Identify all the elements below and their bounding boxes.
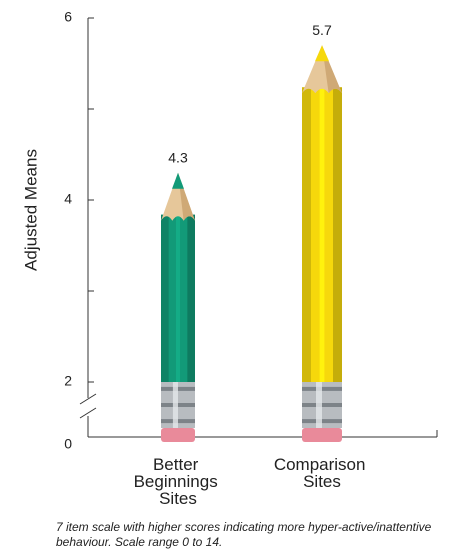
x-tick-label: Better Beginnings Sites (134, 455, 223, 508)
y-tick-label: 2 (64, 373, 72, 389)
pencil (161, 172, 195, 442)
pencil-wood-shade (322, 45, 342, 94)
ferrule-shine (172, 382, 178, 428)
x-tick-label: Comparison Sites (274, 455, 370, 491)
y-tick-label: 4 (64, 191, 72, 207)
ferrule-shine (316, 382, 322, 428)
chart: Adjusted Means 0 2 4 6 4.3 Better Beginnings … (21, 9, 438, 508)
axis-break (79, 393, 97, 405)
pencil-facet (175, 214, 181, 382)
pencil-facet (333, 87, 342, 383)
footnote: 7 item scale with higher scores indicati… (56, 520, 432, 549)
y-tick-label: 6 (64, 9, 72, 25)
pencil-facet (319, 87, 325, 383)
axis-break (79, 407, 97, 419)
value-label: 5.7 (312, 22, 332, 38)
pencil-eraser (161, 428, 195, 442)
pencil-lead (172, 172, 184, 189)
y-tick-label: 0 (64, 436, 72, 452)
value-label: 4.3 (168, 149, 188, 165)
pencil-facet (161, 214, 169, 382)
y-axis-label: Adjusted Means (21, 149, 40, 271)
pencil-facet (302, 87, 311, 383)
pencil-lead (315, 45, 329, 62)
pencil (302, 45, 342, 442)
pencil-facet (187, 214, 195, 382)
pencil-eraser (302, 428, 342, 442)
